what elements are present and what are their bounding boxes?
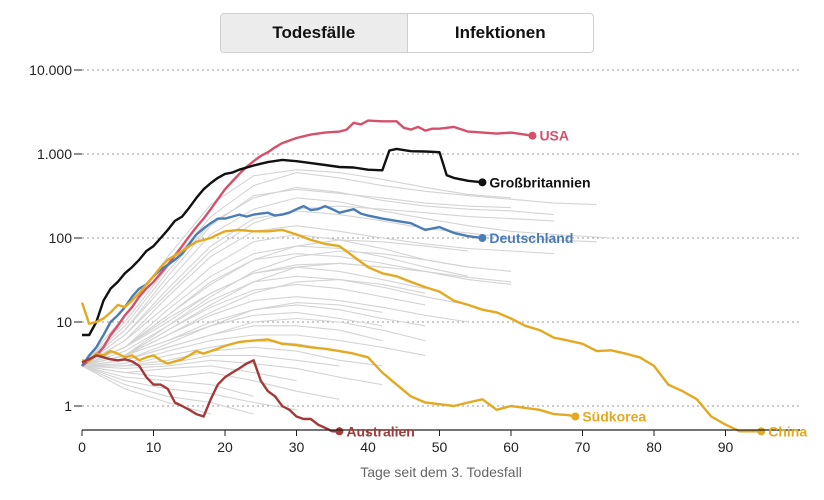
background-series-line-0 [81, 169, 512, 367]
series-label-germany: Deutschland [489, 230, 573, 246]
x-tick-label-0: 0 [78, 439, 86, 455]
background-series-line-21 [82, 354, 340, 367]
background-series-line-35 [81, 262, 383, 367]
series-line-de [81, 204, 483, 367]
background-series-line-28 [81, 365, 211, 415]
x-axis: 0 10 20 30 40 50 60 70 80 90 [78, 429, 800, 455]
metric-toggle: Todesfälle Infektionen [220, 13, 594, 53]
background-series-line-26 [81, 365, 297, 411]
background-series-line-2 [81, 188, 512, 367]
y-tick-label-3: 1.000 [37, 146, 72, 162]
background-series-line-24 [81, 365, 340, 400]
y-tick-label-4: 10.000 [29, 62, 72, 78]
tab-infections[interactable]: Infektionen [454, 23, 546, 42]
background-series-line-22 [81, 359, 383, 386]
background-series-line-3 [81, 186, 554, 367]
background-series-line-8 [81, 245, 469, 367]
background-series-line-4 [81, 197, 612, 367]
background-series-line-15 [81, 311, 383, 367]
series-end-dot-kr [571, 412, 580, 421]
series-line-usa [81, 119, 533, 367]
series-label-australia: Australien [346, 423, 414, 439]
series-label-uk: Großbritannien [489, 174, 590, 190]
background-series-line-9 [81, 253, 512, 367]
y-tick-label-0: 1 [64, 398, 72, 414]
x-tick-label-8: 80 [646, 439, 662, 455]
background-series-line-19 [82, 340, 340, 367]
series-labels: USA Großbritannien Deutschland Südkorea … [346, 128, 807, 440]
series-line-cn [80, 228, 762, 433]
background-series [81, 169, 612, 415]
background-series-line-5 [81, 210, 597, 367]
x-tick-label-5: 50 [432, 439, 448, 455]
x-tick-label-4: 40 [360, 439, 376, 455]
background-series-line-30 [81, 262, 512, 367]
tab-deaths[interactable]: Todesfälle [221, 14, 408, 52]
background-series-line-34 [81, 239, 469, 367]
x-tick-label-3: 30 [289, 439, 305, 455]
y-axis: 1 10 100 1.000 10.000 [29, 62, 82, 414]
y-tick-label-2: 100 [49, 230, 73, 246]
background-series-line-1 [81, 172, 597, 367]
background-series-line-25 [81, 365, 254, 397]
background-series-line-31 [81, 279, 426, 367]
series-line-kr [81, 338, 576, 418]
x-axis-label: Tage seit dem 3. Todesfall [360, 464, 522, 480]
y-tick-label-1: 10 [56, 314, 72, 330]
series-end-dot-uk [478, 178, 487, 187]
background-series-line-11 [81, 275, 469, 367]
x-tick-label-1: 10 [146, 439, 162, 455]
series-label-south-korea: Südkorea [582, 408, 646, 424]
series-end-dot-cn [757, 427, 766, 436]
x-tick-label-9: 90 [718, 439, 734, 455]
series-label-china: China [768, 423, 807, 439]
background-series-line-33 [81, 205, 554, 367]
series-end-dot-usa [528, 131, 537, 140]
series-end-dot-de [478, 234, 487, 242]
highlighted-series [80, 119, 766, 436]
x-tick-label-7: 70 [575, 439, 591, 455]
background-series-line-32 [81, 302, 383, 367]
series-label-usa: USA [539, 128, 569, 144]
x-tick-label-6: 60 [503, 439, 519, 455]
background-series-line-27 [81, 365, 254, 415]
series-line-au [81, 354, 340, 433]
x-tick-label-2: 20 [217, 439, 233, 455]
background-series-line-29 [81, 250, 469, 367]
background-series-line-6 [81, 225, 554, 367]
series-end-dot-au [335, 427, 344, 436]
series-line-uk [82, 147, 483, 337]
